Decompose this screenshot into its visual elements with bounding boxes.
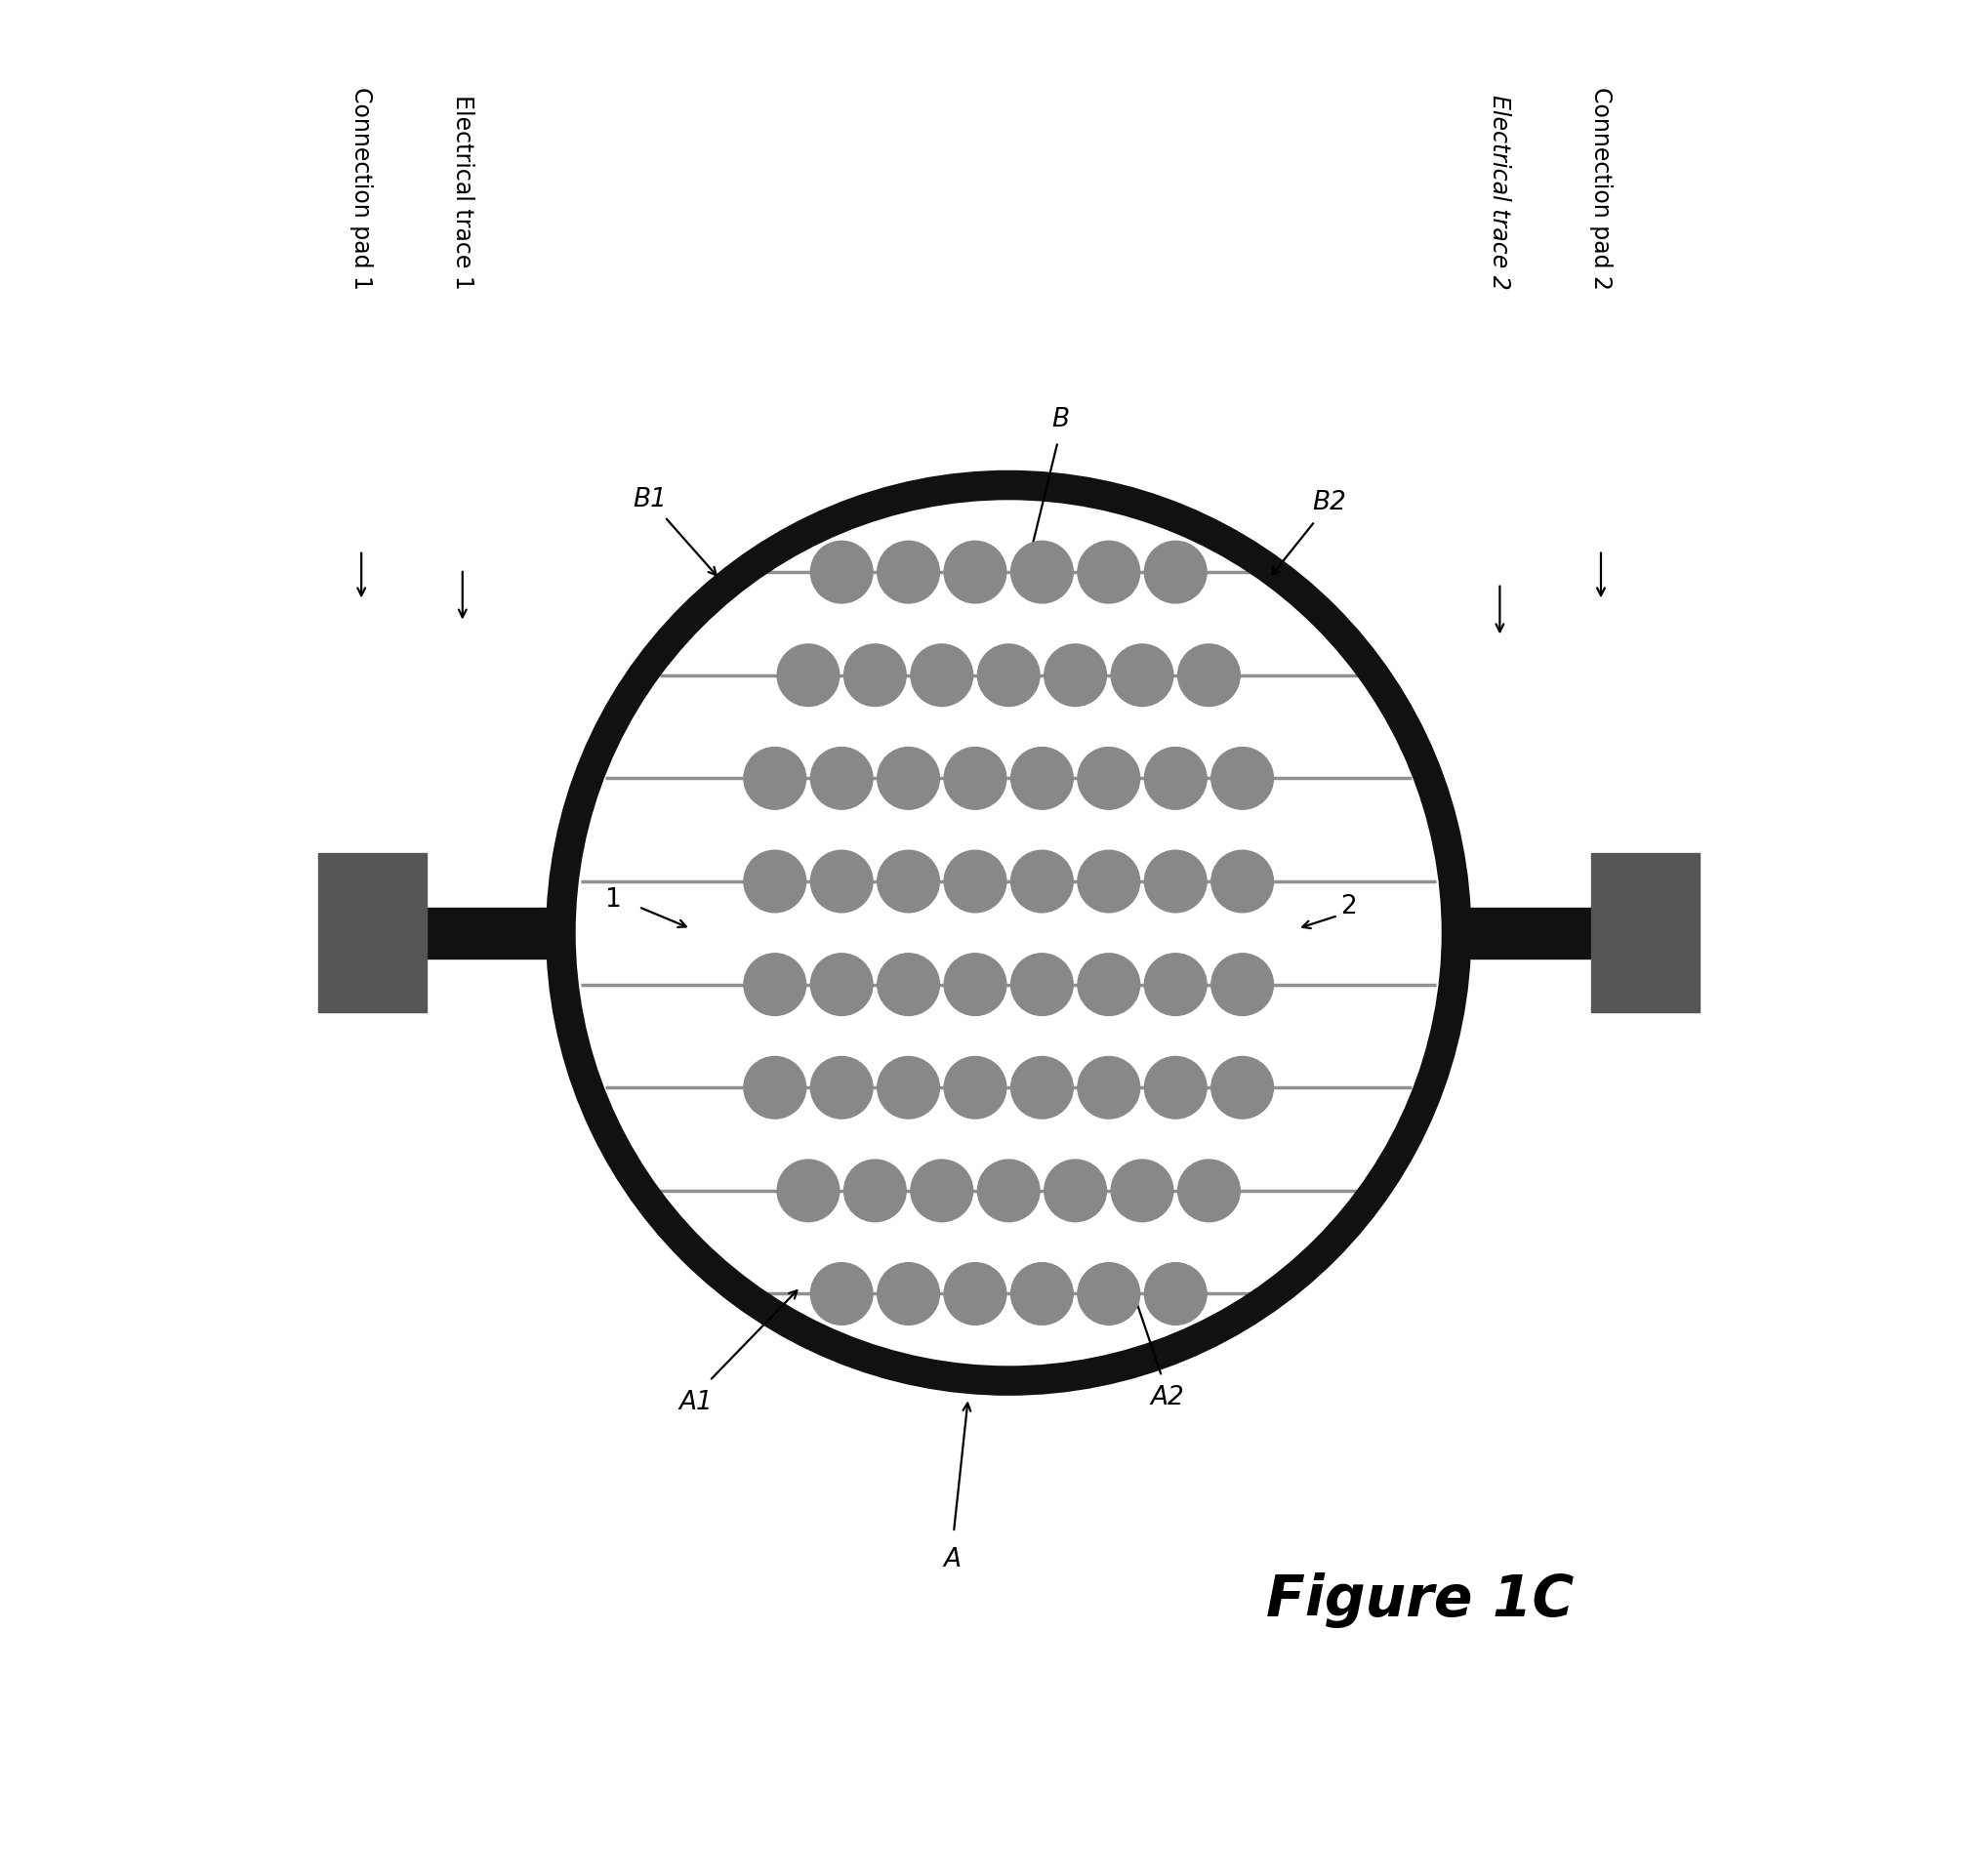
Circle shape bbox=[811, 747, 872, 809]
Circle shape bbox=[1179, 643, 1240, 705]
Circle shape bbox=[1012, 953, 1073, 1015]
Circle shape bbox=[1012, 540, 1073, 604]
Circle shape bbox=[1145, 1056, 1206, 1118]
Circle shape bbox=[744, 953, 807, 1015]
Circle shape bbox=[1078, 850, 1139, 912]
Circle shape bbox=[1145, 747, 1206, 809]
Circle shape bbox=[744, 1056, 807, 1118]
Circle shape bbox=[811, 953, 872, 1015]
Circle shape bbox=[811, 850, 872, 912]
Bar bbox=[319, 854, 427, 1013]
Circle shape bbox=[945, 1056, 1006, 1118]
Circle shape bbox=[945, 850, 1006, 912]
Circle shape bbox=[878, 747, 939, 809]
Text: Connection pad 1: Connection pad 1 bbox=[350, 86, 374, 291]
Circle shape bbox=[1045, 643, 1106, 705]
Text: Figure 1C: Figure 1C bbox=[1265, 1572, 1574, 1628]
Circle shape bbox=[811, 1263, 872, 1324]
Text: A: A bbox=[943, 1548, 960, 1572]
Circle shape bbox=[744, 747, 807, 809]
Bar bbox=[427, 908, 569, 959]
Text: Connection pad 2: Connection pad 2 bbox=[1590, 86, 1612, 291]
Circle shape bbox=[1078, 1263, 1139, 1324]
Circle shape bbox=[1078, 540, 1139, 604]
Text: Electrical trace 2: Electrical trace 2 bbox=[1488, 96, 1511, 291]
Bar bbox=[1448, 908, 1590, 959]
Circle shape bbox=[1112, 643, 1173, 705]
Circle shape bbox=[878, 850, 939, 912]
Circle shape bbox=[878, 1056, 939, 1118]
Text: B1: B1 bbox=[634, 488, 667, 512]
Circle shape bbox=[811, 1056, 872, 1118]
Circle shape bbox=[878, 540, 939, 604]
Circle shape bbox=[911, 1159, 972, 1221]
Circle shape bbox=[945, 1263, 1006, 1324]
Text: A1: A1 bbox=[679, 1390, 712, 1415]
Circle shape bbox=[1012, 747, 1073, 809]
Circle shape bbox=[844, 1159, 905, 1221]
Circle shape bbox=[1210, 1056, 1273, 1118]
Circle shape bbox=[1012, 1263, 1073, 1324]
Circle shape bbox=[844, 643, 905, 705]
Text: 1: 1 bbox=[604, 887, 620, 912]
Circle shape bbox=[777, 643, 838, 705]
Circle shape bbox=[1078, 1056, 1139, 1118]
Circle shape bbox=[945, 540, 1006, 604]
Circle shape bbox=[1012, 1056, 1073, 1118]
Circle shape bbox=[1210, 747, 1273, 809]
Bar bbox=[1590, 854, 1698, 1013]
Circle shape bbox=[945, 953, 1006, 1015]
Circle shape bbox=[1078, 747, 1139, 809]
Circle shape bbox=[878, 953, 939, 1015]
Circle shape bbox=[911, 643, 972, 705]
Circle shape bbox=[1145, 1263, 1206, 1324]
Circle shape bbox=[1112, 1159, 1173, 1221]
Circle shape bbox=[1078, 953, 1139, 1015]
Text: A2: A2 bbox=[1149, 1384, 1185, 1411]
Circle shape bbox=[1210, 850, 1273, 912]
Circle shape bbox=[1145, 540, 1206, 604]
Circle shape bbox=[811, 540, 872, 604]
Circle shape bbox=[744, 850, 807, 912]
Circle shape bbox=[1145, 850, 1206, 912]
Text: B2: B2 bbox=[1313, 490, 1346, 516]
Text: B: B bbox=[1053, 407, 1071, 433]
Circle shape bbox=[945, 747, 1006, 809]
Circle shape bbox=[978, 643, 1039, 705]
Circle shape bbox=[978, 1159, 1039, 1221]
Circle shape bbox=[878, 1263, 939, 1324]
Text: Electrical trace 1: Electrical trace 1 bbox=[451, 96, 474, 291]
Circle shape bbox=[1210, 953, 1273, 1015]
Circle shape bbox=[1045, 1159, 1106, 1221]
Circle shape bbox=[777, 1159, 838, 1221]
Circle shape bbox=[1179, 1159, 1240, 1221]
Circle shape bbox=[1012, 850, 1073, 912]
Text: 2: 2 bbox=[1340, 895, 1358, 919]
Circle shape bbox=[1145, 953, 1206, 1015]
